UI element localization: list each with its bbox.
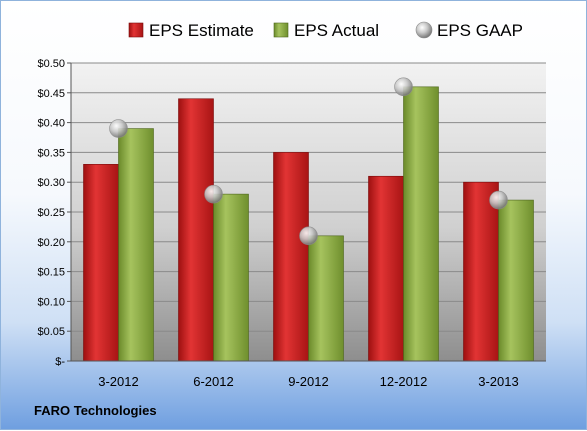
y-axis: $0.50 $0.45 $0.40 $0.35 $0.30 $0.25 $0.20 $0.15… <box>37 58 72 368</box>
bar-eps-actual <box>403 86 439 362</box>
x-tick-label: 12-2012 <box>380 374 428 389</box>
bar-eps-estimate <box>463 181 499 362</box>
bar-eps-estimate <box>368 175 404 362</box>
legend-label: EPS Actual <box>294 21 379 40</box>
point-eps-gaap <box>299 226 318 246</box>
point-eps-gaap <box>109 119 128 138</box>
y-tick-label: $0.05 <box>37 326 65 338</box>
legend-swatch-actual <box>273 22 289 38</box>
x-tick-label: 3-2013 <box>478 374 518 389</box>
legend-swatch-gaap <box>415 21 433 39</box>
bar-eps-estimate <box>273 152 309 362</box>
legend: EPS Estimate EPS Actual EPS GAAP <box>128 21 523 40</box>
bar-eps-estimate <box>83 164 119 362</box>
y-tick-label: $0.45 <box>37 88 65 100</box>
bars <box>83 86 534 362</box>
y-tick-label: $0.15 <box>37 267 65 279</box>
legend-swatch-estimate <box>128 22 144 38</box>
y-tick-label: $0.10 <box>37 296 65 308</box>
bar-eps-actual <box>308 235 344 362</box>
x-tick-label: 9-2012 <box>288 374 328 389</box>
point-eps-gaap <box>394 77 413 97</box>
x-axis: 3-2012 6-2012 9-2012 12-2012 3-2013 <box>71 360 546 389</box>
bar-eps-estimate <box>178 98 214 362</box>
gaap-points <box>109 77 508 246</box>
y-tick-label: $0.20 <box>37 237 65 249</box>
y-tick-label: $- <box>55 356 65 368</box>
point-eps-gaap <box>489 190 508 210</box>
x-tick-label: 6-2012 <box>193 374 233 389</box>
y-tick-label: $0.35 <box>37 147 65 159</box>
legend-label: EPS GAAP <box>437 21 523 40</box>
x-tick-label: 3-2012 <box>98 374 138 389</box>
bar-eps-actual <box>118 128 154 362</box>
bar-eps-actual <box>498 199 534 362</box>
legend-label: EPS Estimate <box>149 21 254 40</box>
y-tick-label: $0.40 <box>37 118 65 130</box>
bar-eps-actual <box>213 193 249 362</box>
y-tick-label: $0.50 <box>37 58 65 70</box>
company-label: FARO Technologies <box>34 403 157 418</box>
y-tick-label: $0.30 <box>37 177 65 189</box>
y-tick-label: $0.25 <box>37 207 65 219</box>
point-eps-gaap <box>204 184 223 204</box>
